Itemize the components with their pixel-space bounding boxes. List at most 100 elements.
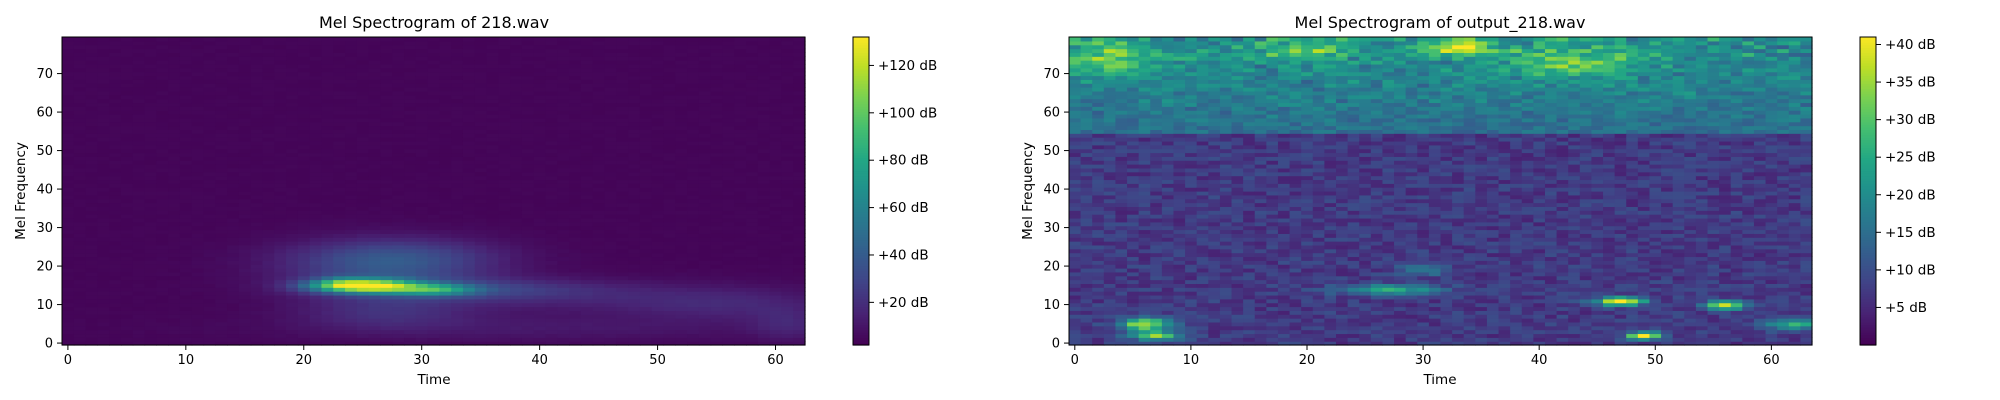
heatmap-cell xyxy=(73,260,87,265)
heatmap-cell xyxy=(309,79,323,84)
heatmap-cell xyxy=(746,287,759,292)
heatmap-cell xyxy=(533,337,547,342)
heatmap-cell xyxy=(474,152,488,157)
heatmap-cell xyxy=(309,306,323,311)
heatmap-cell xyxy=(415,148,429,154)
heatmap-cell xyxy=(97,268,110,273)
heatmap-cell xyxy=(439,341,452,346)
heatmap-cell xyxy=(628,48,641,53)
heatmap-cell xyxy=(203,137,216,142)
heatmap-cell xyxy=(132,321,146,327)
heatmap-cell xyxy=(651,283,665,288)
heatmap-cell xyxy=(215,167,228,173)
heatmap-cell xyxy=(191,152,205,157)
heatmap-cell xyxy=(781,264,794,269)
heatmap-cell xyxy=(250,125,264,130)
heatmap-cell xyxy=(415,287,429,292)
heatmap-cell xyxy=(510,40,523,46)
heatmap-cell xyxy=(168,164,181,169)
heatmap-cell xyxy=(462,225,476,231)
heatmap-cell xyxy=(580,321,594,327)
heatmap-cell xyxy=(203,287,216,292)
heatmap-cell xyxy=(533,156,547,161)
heatmap-cell xyxy=(569,137,582,142)
heatmap-cell xyxy=(687,321,700,327)
heatmap-cell xyxy=(73,264,87,269)
heatmap-cell xyxy=(297,156,311,161)
heatmap-cell xyxy=(120,333,134,338)
heatmap-cell xyxy=(675,306,688,311)
heatmap-cell xyxy=(710,156,724,161)
heatmap-cell xyxy=(97,198,110,204)
heatmap-cell xyxy=(710,117,724,123)
heatmap-cell xyxy=(415,194,429,200)
heatmap-cell xyxy=(250,275,264,281)
heatmap-cell xyxy=(592,121,606,127)
heatmap-cell xyxy=(109,60,122,65)
heatmap-cell xyxy=(262,129,275,134)
heatmap-cell xyxy=(451,325,464,331)
heatmap-cell xyxy=(498,325,511,331)
heatmap-cell xyxy=(132,333,146,338)
heatmap-cell xyxy=(132,217,146,223)
heatmap-cell xyxy=(569,248,582,254)
heatmap-cell xyxy=(168,156,181,161)
heatmap-cell xyxy=(698,129,712,134)
heatmap-cell xyxy=(746,152,759,157)
heatmap-cell xyxy=(415,52,429,57)
heatmap-cell xyxy=(663,198,676,204)
heatmap-cell xyxy=(639,60,653,65)
heatmap-cell xyxy=(345,271,358,277)
heatmap-cell xyxy=(486,75,499,80)
heatmap-cell xyxy=(168,75,181,80)
heatmap-cell xyxy=(203,156,216,161)
heatmap-cell xyxy=(486,341,499,346)
heatmap-cell xyxy=(474,60,488,65)
heatmap-cell xyxy=(156,114,169,119)
heatmap-cell xyxy=(781,202,794,207)
heatmap-cell xyxy=(109,283,122,288)
heatmap-cell xyxy=(404,144,417,150)
heatmap-cell xyxy=(427,148,440,154)
heatmap-cell xyxy=(592,67,606,73)
heatmap-cell xyxy=(439,121,452,127)
heatmap-cell xyxy=(392,191,405,196)
heatmap-cell xyxy=(132,110,146,115)
heatmap-cell xyxy=(380,44,393,50)
heatmap-cell xyxy=(675,114,688,119)
heatmap-cell xyxy=(663,260,676,265)
heatmap-cell xyxy=(439,244,452,250)
heatmap-cell xyxy=(274,333,287,338)
heatmap-cell xyxy=(757,114,771,119)
heatmap-cell xyxy=(262,110,275,115)
heatmap-cell xyxy=(227,175,240,181)
heatmap-cell xyxy=(557,264,570,269)
heatmap-cell xyxy=(769,140,783,146)
heatmap-cell xyxy=(85,302,98,308)
heatmap-cell xyxy=(179,144,193,150)
heatmap-cell xyxy=(781,194,794,200)
heatmap-cell xyxy=(368,148,382,154)
heatmap-cell xyxy=(628,217,641,223)
heatmap-cell xyxy=(746,67,759,73)
heatmap-cell xyxy=(309,75,323,80)
heatmap-cell xyxy=(297,56,311,61)
heatmap-cell xyxy=(580,110,594,115)
heatmap-cell xyxy=(262,40,275,46)
heatmap-cell xyxy=(144,152,157,157)
heatmap-cell xyxy=(203,225,216,231)
heatmap-cell xyxy=(604,79,617,84)
heatmap-cell xyxy=(333,341,346,346)
heatmap-cell xyxy=(557,271,570,277)
heatmap-cell xyxy=(309,94,323,100)
heatmap-cell xyxy=(191,52,205,57)
heatmap-cell xyxy=(85,140,98,146)
heatmap-cell xyxy=(569,98,582,104)
heatmap-cell xyxy=(746,256,759,261)
heatmap-cell xyxy=(262,144,275,150)
heatmap-cell xyxy=(569,44,582,50)
heatmap-cell xyxy=(427,217,440,223)
heatmap-cell xyxy=(144,44,157,50)
heatmap-cell xyxy=(191,333,205,338)
heatmap-cell xyxy=(628,291,641,296)
